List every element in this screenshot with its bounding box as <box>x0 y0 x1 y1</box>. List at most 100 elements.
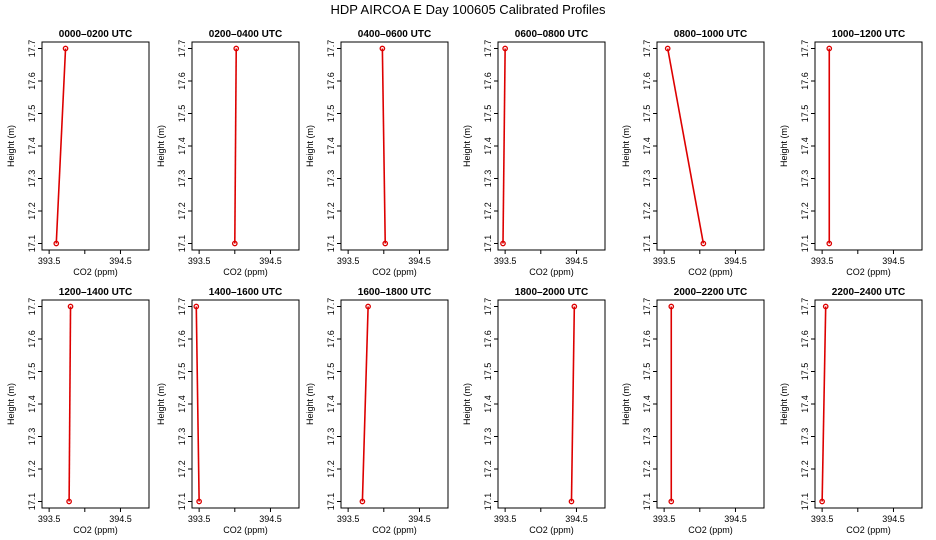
x-tick-label: 393.5 <box>494 514 517 524</box>
data-point <box>822 303 829 310</box>
y-tick-label: 17.3 <box>27 170 37 188</box>
y-tick-label: 17.1 <box>642 235 652 253</box>
plot-frame <box>340 41 449 251</box>
y-tick-label: 17.7 <box>326 40 336 58</box>
y-tick-label: 17.4 <box>483 137 493 155</box>
panel-title: 1600–1800 UTC <box>358 287 431 298</box>
y-tick-label: 17.6 <box>177 72 187 90</box>
panel-title: 0600–0800 UTC <box>515 29 588 40</box>
page-title: HDP AIRCOA E Day 100605 Calibrated Profi… <box>330 2 606 17</box>
profile-line <box>570 306 576 502</box>
y-tick-label: 17.5 <box>326 363 336 381</box>
y-tick-label: 17.2 <box>483 460 493 478</box>
data-point <box>196 498 202 505</box>
y-tick-label: 17.7 <box>326 298 336 316</box>
y-tick-label: 17.7 <box>27 40 37 58</box>
data-point <box>571 303 578 310</box>
y-tick-label: 17.6 <box>483 72 493 90</box>
x-tick-label: 393.5 <box>337 256 360 266</box>
y-tick-label: 17.4 <box>642 395 652 413</box>
y-tick-label: 17.1 <box>27 235 37 253</box>
x-axis-label: CO2 (ppm) <box>846 525 891 535</box>
y-tick-label: 17.4 <box>177 395 187 413</box>
y-tick-label: 17.1 <box>177 235 187 253</box>
x-axis-label: CO2 (ppm) <box>372 267 417 277</box>
y-tick-label: 17.7 <box>642 298 652 316</box>
panel-title: 0200–0400 UTC <box>209 29 282 40</box>
y-tick-label: 17.2 <box>177 202 187 220</box>
panel-title: 2000–2200 UTC <box>674 287 747 298</box>
x-axis-label: CO2 (ppm) <box>846 267 891 277</box>
y-tick-label: 17.1 <box>800 235 810 253</box>
y-axis-label: Height (m) <box>156 383 166 425</box>
y-tick-label: 17.5 <box>483 105 493 123</box>
profile-line <box>55 48 67 244</box>
y-tick-label: 17.2 <box>326 460 336 478</box>
x-tick-label: 394.5 <box>259 256 282 266</box>
y-axis-label: Height (m) <box>6 125 16 167</box>
plot-frame <box>191 41 300 251</box>
panel-title: 0000–0200 UTC <box>59 29 132 40</box>
data-point <box>502 45 508 52</box>
x-tick-label: 394.5 <box>109 514 132 524</box>
x-tick-label: 394.5 <box>565 514 588 524</box>
y-tick-label: 17.1 <box>483 493 493 511</box>
x-axis-label: CO2 (ppm) <box>223 525 268 535</box>
x-tick-label: 394.5 <box>259 514 282 524</box>
panel-title: 0400–0600 UTC <box>358 29 431 40</box>
profile-line <box>666 48 705 244</box>
y-tick-label: 17.5 <box>177 363 187 381</box>
y-tick-label: 17.5 <box>800 363 810 381</box>
x-axis-label: CO2 (ppm) <box>73 267 118 277</box>
x-tick-label: 393.5 <box>188 514 211 524</box>
y-tick-label: 17.7 <box>177 298 187 316</box>
y-tick-label: 17.3 <box>177 170 187 188</box>
plot-frame <box>191 299 300 509</box>
data-point <box>379 45 386 52</box>
x-tick-label: 393.5 <box>337 514 360 524</box>
y-tick-label: 17.6 <box>326 72 336 90</box>
data-point <box>231 240 238 247</box>
y-axis-label: Height (m) <box>779 383 789 425</box>
y-tick-label: 17.4 <box>800 137 810 155</box>
y-tick-label: 17.1 <box>483 235 493 253</box>
x-tick-label: 393.5 <box>653 256 676 266</box>
y-tick-label: 17.5 <box>177 105 187 123</box>
y-tick-label: 17.1 <box>642 493 652 511</box>
x-tick-label: 394.5 <box>408 256 431 266</box>
y-tick-label: 17.1 <box>326 235 336 253</box>
profile-line <box>502 48 506 244</box>
x-tick-label: 394.5 <box>724 256 747 266</box>
data-point <box>67 303 74 310</box>
y-tick-label: 17.6 <box>800 72 810 90</box>
x-axis-label: CO2 (ppm) <box>688 267 733 277</box>
x-tick-label: 393.5 <box>38 514 61 524</box>
y-tick-label: 17.3 <box>642 170 652 188</box>
y-tick-label: 17.3 <box>483 428 493 446</box>
y-tick-label: 17.7 <box>483 298 493 316</box>
data-point <box>382 240 389 247</box>
data-point <box>66 498 72 505</box>
panel-title: 1800–2000 UTC <box>515 287 588 298</box>
data-point <box>668 303 675 310</box>
y-tick-label: 17.1 <box>326 493 336 511</box>
y-tick-label: 17.6 <box>326 330 336 348</box>
x-axis-label: CO2 (ppm) <box>73 525 118 535</box>
y-tick-label: 17.2 <box>800 202 810 220</box>
x-tick-label: 394.5 <box>882 256 905 266</box>
y-tick-label: 17.7 <box>177 40 187 58</box>
x-axis-label: CO2 (ppm) <box>529 525 574 535</box>
y-tick-label: 17.4 <box>483 395 493 413</box>
y-tick-label: 17.2 <box>177 460 187 478</box>
y-tick-label: 17.2 <box>800 460 810 478</box>
y-tick-label: 17.3 <box>800 428 810 446</box>
y-tick-label: 17.1 <box>27 493 37 511</box>
profile-line <box>821 306 827 502</box>
